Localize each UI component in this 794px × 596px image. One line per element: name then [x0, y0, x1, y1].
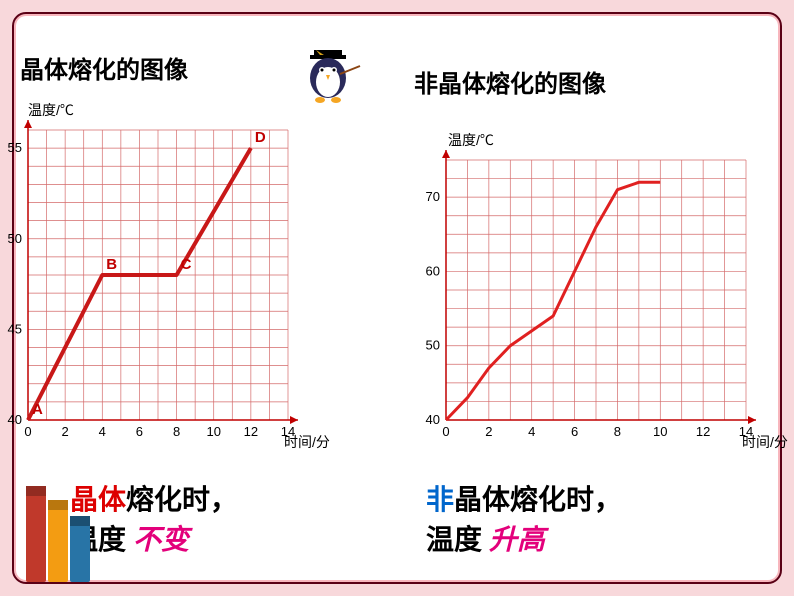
- right-title: 非晶体熔化的图像: [414, 64, 606, 99]
- svg-text:C: C: [181, 256, 192, 273]
- svg-text:10: 10: [206, 424, 220, 439]
- svg-text:50: 50: [426, 338, 440, 353]
- left-ylabel: 温度/℃: [28, 100, 74, 120]
- svg-text:55: 55: [8, 140, 22, 155]
- svg-text:4: 4: [99, 424, 106, 439]
- right-xlabel: 时间/分: [742, 432, 788, 452]
- books-decoration-icon: [20, 476, 110, 586]
- svg-text:B: B: [106, 256, 117, 273]
- svg-text:2: 2: [62, 424, 69, 439]
- svg-text:40: 40: [426, 412, 440, 427]
- svg-text:70: 70: [426, 189, 440, 204]
- svg-text:6: 6: [136, 424, 143, 439]
- svg-text:12: 12: [244, 424, 258, 439]
- left-title: 晶体熔化的图像: [20, 50, 188, 85]
- left-caption-value: 不变: [133, 525, 189, 556]
- svg-text:8: 8: [173, 424, 180, 439]
- right-caption-line2: 温度 升高: [426, 518, 545, 558]
- svg-text:50: 50: [8, 231, 22, 246]
- left-xlabel: 时间/分: [284, 432, 330, 452]
- svg-text:60: 60: [426, 263, 440, 278]
- svg-text:12: 12: [696, 424, 710, 439]
- right-caption-prefix2: 温度: [426, 525, 489, 556]
- left-chart: 0246810121440455055ABCD: [0, 120, 330, 450]
- svg-text:D: D: [255, 129, 266, 146]
- right-caption-rest1: 晶体熔化时，: [454, 485, 622, 516]
- svg-text:40: 40: [8, 412, 22, 427]
- svg-text:0: 0: [442, 424, 449, 439]
- right-caption-line1: 非晶体熔化时，: [426, 478, 622, 518]
- svg-text:0: 0: [24, 424, 31, 439]
- right-caption-value: 升高: [489, 525, 545, 556]
- svg-text:2: 2: [485, 424, 492, 439]
- svg-text:45: 45: [8, 321, 22, 336]
- svg-text:6: 6: [571, 424, 578, 439]
- left-caption-rest1: 熔化时，: [126, 485, 238, 516]
- right-chart: 0246810121440506070: [414, 150, 784, 450]
- right-ylabel: 温度/℃: [448, 130, 494, 150]
- svg-text:A: A: [32, 401, 43, 418]
- right-caption-highlight: 非: [426, 485, 454, 516]
- svg-text:4: 4: [528, 424, 535, 439]
- svg-text:8: 8: [614, 424, 621, 439]
- svg-text:10: 10: [653, 424, 667, 439]
